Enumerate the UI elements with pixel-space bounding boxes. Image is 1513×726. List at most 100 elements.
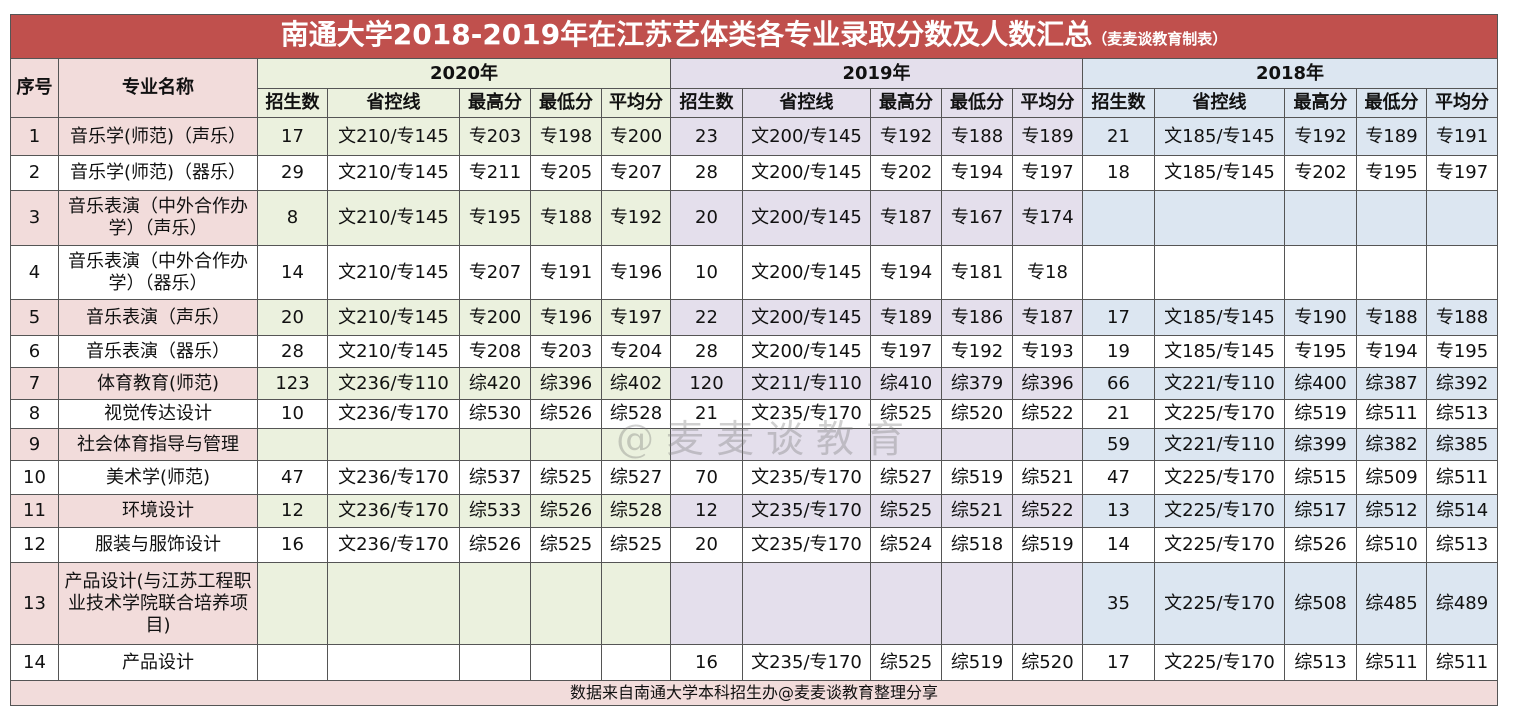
table-cell: 综510: [1356, 527, 1427, 563]
table-cell: 综522: [1012, 399, 1083, 429]
table-row: 14 产品设计 16 文235/专170 综525 综519 综520 17 文225/专170…: [10, 644, 1499, 681]
table-cell: [742, 428, 871, 461]
sub-header: 招生数: [670, 88, 743, 118]
table-cell: 专205: [530, 155, 602, 191]
table-cell: [941, 428, 1013, 461]
table-cell: [1154, 190, 1285, 246]
table-cell: 综526: [459, 527, 531, 563]
table-cell: 文200/专145: [742, 117, 871, 156]
table-cell: 文225/专170: [1154, 494, 1285, 528]
table-cell: 专174: [1012, 190, 1083, 246]
table-cell: 20: [670, 527, 743, 563]
table-cell: [941, 562, 1013, 645]
score-table: 南通大学2018-2019年在江苏艺体类各专业录取分数及人数汇总（麦麦谈教育制表…: [9, 14, 1499, 706]
table-cell: 16: [670, 644, 743, 681]
major-name: 视觉传达设计: [58, 399, 258, 429]
table-cell: 28: [257, 335, 328, 368]
table-cell: 综527: [601, 460, 671, 495]
table-cell: 综520: [1012, 644, 1083, 681]
major-name: 环境设计: [58, 494, 258, 528]
sub-header: 最高分: [870, 88, 942, 118]
table-cell: 综387: [1356, 367, 1427, 400]
table-cell: [1425, 190, 1499, 246]
table-cell: 综522: [1012, 494, 1083, 528]
table-row: 10 美术学(师范) 47 文236/专170 综537 综525 综527 70 文235/专…: [10, 460, 1499, 495]
table-row: 9 社会体育指导与管理 59 文221/专110 综399 综382 综385: [10, 428, 1499, 461]
table-cell: 20: [670, 190, 743, 246]
table-cell: 综514: [1425, 494, 1499, 528]
table-cell: 专197: [601, 299, 671, 336]
table-row: 3 音乐表演（中外合作办学）（声乐） 8 文210/专145 专195 专188 专192 2…: [10, 190, 1499, 246]
table-cell: 14: [10, 644, 59, 681]
table-cell: [459, 644, 531, 681]
table-cell: 文200/专145: [742, 155, 871, 191]
table-cell: 6: [10, 335, 59, 368]
table-cell: 专195: [1356, 155, 1427, 191]
table-cell: 专167: [941, 190, 1013, 246]
table-cell: 14: [1082, 527, 1155, 563]
sub-header: 最高分: [1284, 88, 1357, 118]
table-cell: 综511: [1425, 460, 1499, 495]
table-cell: [601, 644, 671, 681]
table-row: 2 音乐学(师范)（器乐） 29 文210/专145 专211 专205 专207 28 文20…: [10, 155, 1499, 191]
table-cell: 综399: [1284, 428, 1357, 461]
table-cell: 综402: [601, 367, 671, 400]
table-cell: 29: [257, 155, 328, 191]
table-row: 12 服装与服饰设计 16 文236/专170 综526 综525 综525 20 文235/专…: [10, 527, 1499, 563]
table-cell: 12: [10, 527, 59, 563]
table-cell: 文225/专170: [1154, 399, 1285, 429]
table-cell: 专195: [1425, 335, 1499, 368]
table-cell: 综485: [1356, 562, 1427, 645]
table-cell: 文210/专145: [327, 299, 460, 336]
table-cell: [1284, 245, 1357, 300]
table-cell: 17: [1082, 644, 1155, 681]
table-cell: 综537: [459, 460, 531, 495]
table-row: 5 音乐表演（声乐） 20 文210/专145 专200 专196 专197 22 文200/专…: [10, 299, 1499, 336]
table-cell: 专190: [1284, 299, 1357, 336]
table-cell: 10: [670, 245, 743, 300]
table-cell: 23: [670, 117, 743, 156]
group-header: 2018年: [1081, 58, 1499, 89]
table-cell: 2: [10, 155, 59, 191]
table-cell: 专194: [941, 155, 1013, 191]
table-cell: 文235/专170: [742, 494, 871, 528]
major-name: 体育教育(师范): [58, 367, 258, 400]
table-cell: [257, 428, 328, 461]
table-cell: 综517: [1284, 494, 1357, 528]
table-row: 1 音乐学(师范)（声乐） 17 文210/专145 专203 专198 专200 23 文20…: [10, 117, 1499, 156]
table-cell: 综382: [1356, 428, 1427, 461]
table-cell: 专192: [601, 190, 671, 246]
table-cell: 综526: [1284, 527, 1357, 563]
table-cell: 综521: [1012, 460, 1083, 495]
column-header-text: 序号: [16, 77, 53, 98]
table-cell: 综525: [870, 644, 942, 681]
title-note: （麦麦谈教育制表）: [1092, 29, 1228, 48]
sub-header: 最低分: [941, 88, 1013, 118]
major-name: 产品设计: [58, 644, 258, 681]
table-cell: 专188: [530, 190, 602, 246]
table-cell: 文200/专145: [742, 190, 871, 246]
table-cell: [870, 562, 942, 645]
table-cell: 文185/专145: [1154, 299, 1285, 336]
table-cell: 专203: [459, 117, 531, 156]
footer: 数据来自南通大学本科招生办@麦麦谈教育整理分享: [9, 680, 1499, 706]
table-cell: [327, 428, 460, 461]
table-cell: 专195: [459, 190, 531, 246]
table-cell: 文225/专170: [1154, 527, 1285, 563]
table-row: 数据来自南通大学本科招生办@麦麦谈教育整理分享: [9, 680, 1499, 706]
table-cell: 17: [1082, 299, 1155, 336]
table-cell: 9: [10, 428, 59, 461]
table-cell: [1356, 190, 1427, 246]
group-header: 2019年: [670, 58, 1083, 89]
table-cell: [1154, 245, 1285, 300]
table-cell: 文210/专145: [327, 245, 460, 300]
table-cell: 综525: [870, 399, 942, 429]
title: 南通大学2018-2019年在江苏艺体类各专业录取分数及人数汇总: [280, 17, 1093, 51]
table-cell: 12: [670, 494, 743, 528]
table-cell: 专189: [870, 299, 942, 336]
major-name: 社会体育指导与管理: [58, 428, 258, 461]
table-cell: 28: [670, 155, 743, 191]
table-cell: 专194: [1356, 335, 1427, 368]
table-cell: 18: [1082, 155, 1155, 191]
table-cell: 专187: [870, 190, 942, 246]
